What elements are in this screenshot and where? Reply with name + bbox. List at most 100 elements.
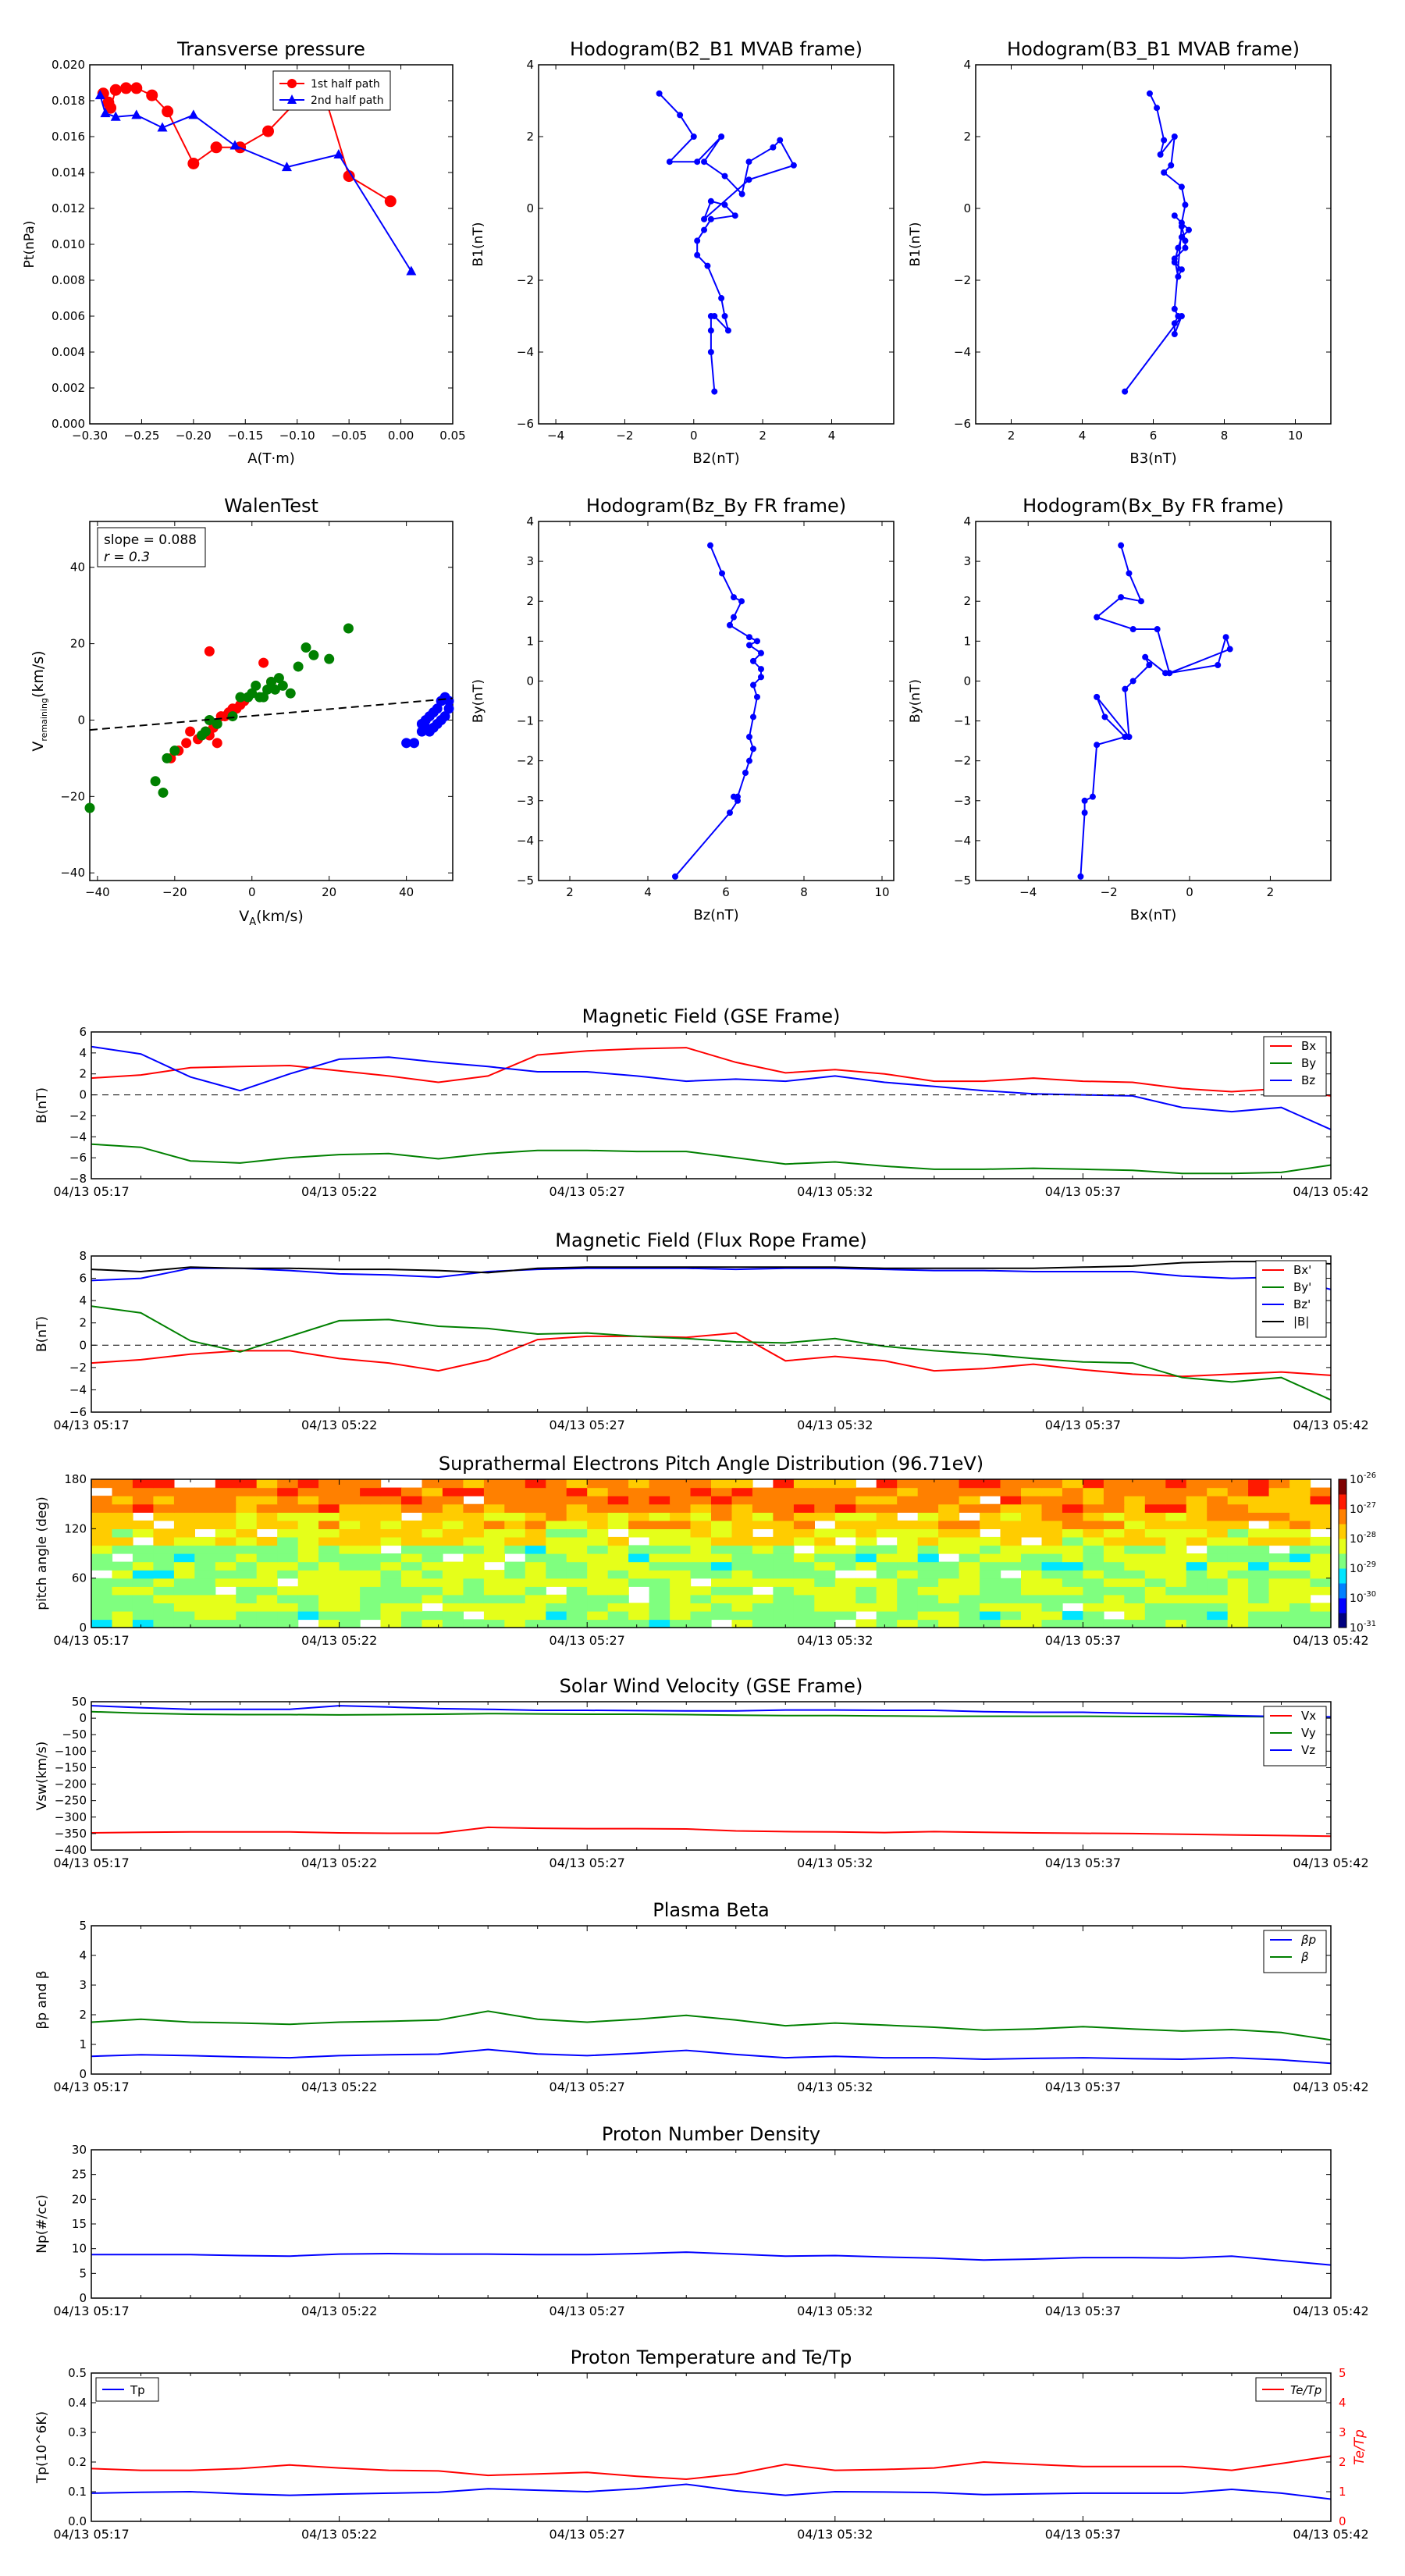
heatmap-cell: [1268, 1479, 1290, 1489]
y-tick-label: 0.008: [52, 273, 85, 287]
heatmap-cell: [112, 1603, 133, 1612]
heatmap-cell: [607, 1496, 629, 1505]
heatmap-cell: [442, 1545, 464, 1554]
plot-frame: [91, 1701, 1332, 1851]
heatmap-cell: [649, 1619, 670, 1628]
heatmap-cell: [897, 1536, 919, 1546]
heatmap-cell: [938, 1528, 960, 1538]
data-point-blue: [416, 726, 427, 737]
heatmap-cell: [215, 1503, 237, 1513]
heatmap-cell: [1248, 1536, 1270, 1546]
time-tick-label: 04/13 05:17: [53, 1633, 129, 1648]
y-tick-label: −50: [62, 1727, 87, 1742]
heatmap-cell: [401, 1545, 423, 1554]
heatmap-cell: [566, 1586, 588, 1596]
hodogram-point: [707, 542, 713, 549]
y-tick-label: −8: [69, 1172, 87, 1186]
heatmap-cell: [256, 1578, 278, 1587]
heatmap-cell: [360, 1553, 382, 1563]
heatmap-cell: [132, 1610, 154, 1621]
heatmap-cell: [1289, 1553, 1311, 1563]
heatmap-cell: [277, 1586, 299, 1596]
time-tick-label: 04/13 05:37: [1045, 1633, 1121, 1648]
heatmap-cell: [173, 1610, 195, 1621]
heatmap-cell: [1062, 1553, 1083, 1563]
heatmap-cell: [546, 1603, 567, 1612]
y-tick-label: 0: [963, 674, 971, 688]
heatmap-cell: [980, 1561, 1001, 1571]
y-axis-label: B1(nT): [908, 222, 923, 267]
hodogram-point: [721, 173, 728, 180]
heatmap-cell: [1062, 1619, 1083, 1628]
heatmap-cell: [463, 1503, 485, 1513]
heatmap-cell: [834, 1586, 856, 1596]
y-tick-label: 3: [963, 554, 971, 568]
heatmap-cell: [1227, 1586, 1249, 1596]
heatmap-cell: [917, 1487, 939, 1496]
heatmap-cell: [153, 1528, 175, 1538]
heatmap-cell: [793, 1594, 815, 1603]
heatmap-cell: [1000, 1528, 1022, 1538]
heatmap-cell: [773, 1586, 795, 1596]
data-point-1st-half: [130, 82, 143, 94]
heatmap-cell: [401, 1528, 423, 1538]
heatmap-cell: [194, 1536, 216, 1546]
y-axis-label: By(nT): [471, 679, 486, 723]
heatmap-cell: [297, 1479, 319, 1489]
x-tick-label: 6: [722, 885, 730, 899]
time-tick-label: 04/13 05:32: [797, 1633, 873, 1648]
heatmap-cell: [793, 1619, 815, 1628]
heatmap-cell: [442, 1570, 464, 1579]
hodogram-point: [1154, 626, 1161, 632]
heatmap-cell: [980, 1603, 1001, 1612]
heatmap-cell: [401, 1520, 423, 1529]
heatmap-cell: [1227, 1512, 1249, 1521]
heatmap-cell: [318, 1619, 340, 1628]
data-point-green: [169, 745, 180, 756]
hodogram-point: [1129, 678, 1136, 685]
heatmap-cell: [112, 1512, 133, 1521]
x-tick-label: 10: [874, 885, 889, 899]
heatmap-cell: [1227, 1503, 1249, 1513]
heatmap-cell: [1310, 1586, 1332, 1596]
heatmap-cell: [1144, 1619, 1166, 1628]
heatmap-cell: [1248, 1619, 1270, 1628]
heatmap-cell: [670, 1586, 692, 1596]
heatmap-cell: [917, 1594, 939, 1603]
heatmap-cell: [690, 1487, 712, 1496]
hodogram-point: [777, 137, 784, 144]
x-axis-label: B3(nT): [1129, 450, 1176, 467]
heatmap-cell: [897, 1487, 919, 1496]
heatmap-cell: [463, 1528, 485, 1538]
heatmap-cell: [297, 1610, 319, 1621]
heatmap-cell: [1289, 1578, 1311, 1587]
heatmap-cell: [1207, 1528, 1229, 1538]
heatmap-cell: [814, 1487, 836, 1496]
heatmap-cell: [112, 1479, 133, 1489]
heatmap-cell: [153, 1503, 175, 1513]
series-line-Bz': [91, 1267, 1332, 1290]
hodogram-point: [1178, 223, 1185, 229]
heatmap-cell: [690, 1561, 712, 1571]
heatmap-cell: [607, 1479, 629, 1489]
heatmap-cell: [339, 1553, 361, 1563]
heatmap-cell: [1310, 1520, 1332, 1529]
heatmap-cell: [731, 1528, 753, 1538]
heatmap-cell: [1207, 1586, 1229, 1596]
heatmap-cell: [1144, 1610, 1166, 1621]
heatmap-cell: [587, 1610, 609, 1621]
heatmap-cell: [690, 1536, 712, 1546]
hodogram-point: [738, 598, 745, 605]
y-tick-label: 0: [79, 1711, 87, 1725]
heatmap-cell: [1289, 1610, 1311, 1621]
hodogram-point: [1154, 105, 1161, 112]
heatmap-cell: [277, 1479, 299, 1489]
heatmap-cell: [318, 1528, 340, 1538]
heatmap-cell: [277, 1487, 299, 1496]
heatmap-cell: [546, 1553, 567, 1563]
time-tick-label: 04/13 05:17: [53, 2304, 129, 2318]
heatmap-cell: [1103, 1553, 1125, 1563]
heatmap-cell: [959, 1610, 980, 1621]
heatmap-cell: [607, 1545, 629, 1554]
heatmap-cell: [194, 1561, 216, 1571]
